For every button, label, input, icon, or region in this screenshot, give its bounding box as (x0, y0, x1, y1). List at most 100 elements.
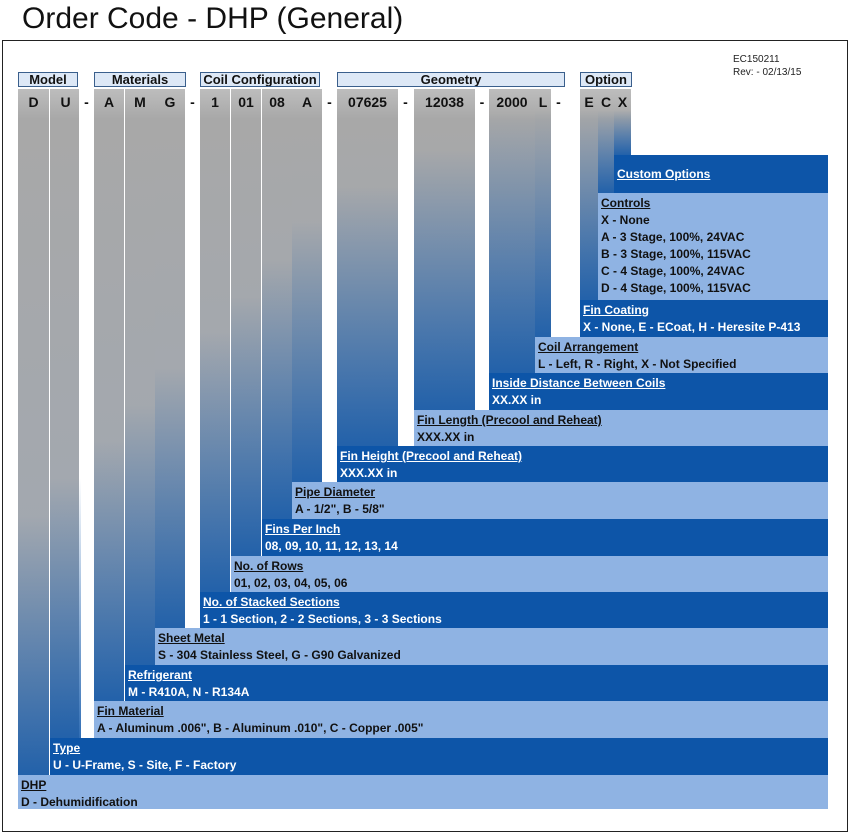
option-title: No. of Rows (234, 559, 304, 573)
option-value: XXX.XX in (340, 466, 398, 480)
code-char: 12038 (425, 94, 464, 110)
option-stripe: Fin Length (Precool and Reheat) XXX.XX in (414, 410, 828, 446)
option-value: D - Dehumidification (21, 795, 138, 809)
column-fade (292, 222, 322, 482)
code-char: L (538, 94, 548, 110)
header-option: Option (580, 72, 632, 87)
option-label: Inside Distance Between Coils XX.XX in (489, 373, 665, 409)
option-value: L - Left, R - Right, X - Not Specified (538, 357, 737, 371)
option-title: No. of Stacked Sections (203, 595, 340, 609)
option-title: Fin Coating (583, 303, 649, 317)
code-char: 07625 (348, 94, 387, 110)
option-stripe: Fin Material A - Aluminum .006", B - Alum… (94, 701, 828, 738)
option-label: Controls X - None A - 3 Stage, 100%, 24VAC… (598, 193, 751, 297)
option-value: B - 3 Stage, 100%, 115VAC (601, 247, 751, 261)
option-label: Refrigerant M - R410A, N - R134A (125, 665, 249, 701)
code-char: A (103, 94, 115, 110)
option-stripe: Pipe Diameter A - 1/2", B - 5/8" (292, 482, 828, 519)
option-label: No. of Rows 01, 02, 03, 04, 05, 06 (231, 556, 347, 592)
code-char: - (556, 94, 561, 110)
code-char: - (479, 94, 485, 110)
option-title: Sheet Metal (158, 631, 225, 645)
option-stripe: No. of Stacked Sections 1 - 1 Section, 2 … (200, 592, 828, 628)
option-stripe: No. of Rows 01, 02, 03, 04, 05, 06 (231, 556, 828, 592)
option-title: Refrigerant (128, 668, 193, 682)
column-fade (489, 113, 535, 373)
column-fade (262, 259, 292, 519)
option-stripe: Controls X - None A - 3 Stage, 100%, 24VAC… (598, 193, 828, 300)
option-value: U - U-Frame, S - Site, F - Factory (53, 758, 237, 772)
code-char: U (60, 94, 71, 110)
column-fade (155, 368, 185, 628)
option-title: Fins Per Inch (265, 522, 341, 536)
option-label: Coil Arrangement L - Left, R - Right, X -… (535, 337, 736, 373)
code-char: - (403, 94, 408, 110)
code-char: C (600, 94, 612, 110)
code-char: - (190, 94, 195, 110)
option-value: S - 304 Stainless Steel, G - G90 Galvani… (158, 648, 401, 662)
option-stripe: Custom Options (614, 155, 828, 193)
option-stripe: Refrigerant M - R410A, N - R134A (125, 665, 828, 701)
option-value: 1 - 1 Section, 2 - 2 Sections, 3 - 3 Sec… (203, 612, 442, 626)
header-coil-configuration: Coil Configuration (200, 72, 320, 87)
code-char: D (28, 94, 39, 110)
code-char: 01 (238, 94, 254, 110)
option-value: 01, 02, 03, 04, 05, 06 (234, 576, 348, 590)
option-stripe: Sheet Metal S - 304 Stainless Steel, G - … (155, 628, 828, 665)
header-materials: Materials (94, 72, 186, 87)
option-title: Fin Height (Precool and Reheat) (340, 449, 523, 463)
column-fade (94, 441, 124, 701)
code-char: 2000 (496, 94, 528, 110)
option-stripe: DHP D - Dehumidification (18, 775, 828, 809)
option-value: XXX.XX in (417, 430, 475, 444)
code-char: X (617, 94, 628, 110)
code-char: G (164, 94, 176, 110)
option-stripe: Inside Distance Between Coils XX.XX in (489, 373, 828, 410)
code-char: 08 (269, 94, 285, 110)
option-label: Fin Height (Precool and Reheat) XXX.XX in (337, 446, 522, 482)
column-fade (580, 110, 598, 300)
option-value: 08, 09, 10, 11, 12, 13, 14 (265, 539, 398, 553)
page-title: Order Code - DHP (General) (22, 2, 404, 35)
option-stripe: Fin Height (Precool and Reheat) XXX.XX in (337, 446, 828, 482)
option-stripe: Fins Per Inch 08, 09, 10, 11, 12, 13, 14 (262, 519, 828, 556)
code-char: A (301, 94, 313, 110)
option-value: A - 1/2", B - 5/8" (295, 502, 385, 516)
code-char: E (584, 94, 594, 110)
option-title: Type (53, 741, 81, 755)
column-fade (337, 186, 398, 446)
code-separator (79, 89, 94, 810)
option-label: Fin Length (Precool and Reheat) XXX.XX in (414, 410, 602, 446)
column-fade (200, 332, 230, 592)
option-label: Sheet Metal S - 304 Stainless Steel, G - … (155, 628, 401, 664)
option-title: Fin Length (Precool and Reheat) (417, 413, 602, 427)
column-fade (18, 515, 49, 775)
option-value: A - Aluminum .006", B - Aluminum .010", … (97, 721, 424, 735)
document-info: EC150211 Rev: - 02/13/15 (733, 53, 801, 79)
option-label: Fin Material A - Aluminum .006", B - Alum… (94, 701, 423, 737)
option-stripe: Fin Coating X - None, E - ECoat, H - Here… (580, 300, 828, 337)
option-value: A - 3 Stage, 100%, 24VAC (601, 230, 745, 244)
code-char: 1 (211, 94, 219, 110)
document-code: EC150211 (733, 54, 780, 65)
option-label: No. of Stacked Sections 1 - 1 Section, 2 … (200, 592, 442, 628)
column-fade (50, 478, 81, 738)
option-value: D - 4 Stage, 100%, 115VAC (601, 281, 751, 295)
option-value: M - R410A, N - R134A (128, 685, 250, 699)
document-revision: Rev: - 02/13/15 (733, 67, 802, 78)
option-title: Coil Arrangement (538, 340, 639, 354)
option-stripe: Coil Arrangement L - Left, R - Right, X -… (535, 337, 828, 373)
option-value: X - None, E - ECoat, H - Heresite P-413 (583, 320, 801, 334)
option-title: DHP (21, 778, 47, 792)
column-fade (414, 150, 475, 410)
option-title: Inside Distance Between Coils (492, 376, 666, 390)
option-value: X - None (601, 213, 650, 227)
column-fade (614, 110, 631, 155)
code-char: - (327, 94, 332, 110)
column-fade (535, 110, 551, 337)
option-label: Pipe Diameter A - 1/2", B - 5/8" (292, 482, 385, 518)
option-value: C - 4 Stage, 100%, 24VAC (601, 264, 745, 278)
option-value: XX.XX in (492, 393, 542, 407)
option-title: Fin Material (97, 704, 164, 718)
option-stripe: Type U - U-Frame, S - Site, F - Factory (50, 738, 828, 775)
